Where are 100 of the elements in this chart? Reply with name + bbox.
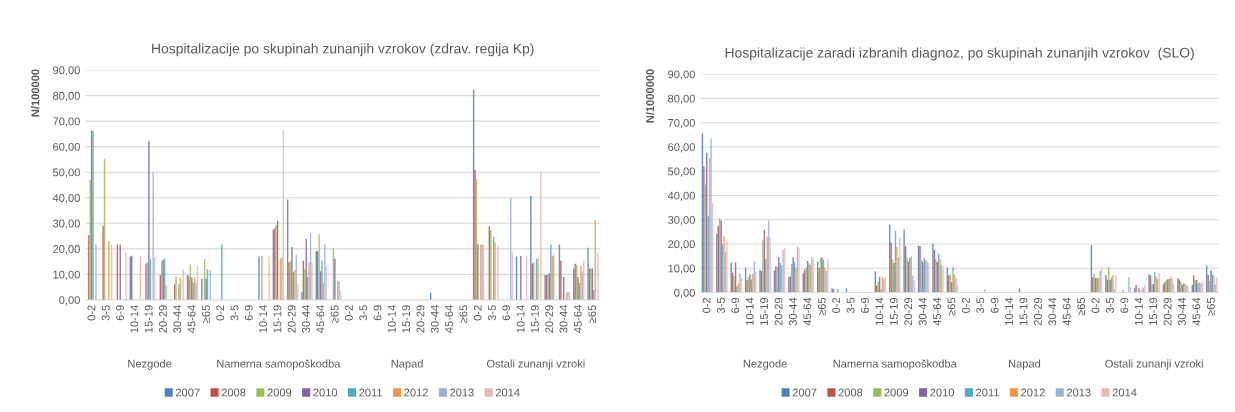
- text: Nezgode: [743, 359, 787, 370]
- x-tick-label: 0-2: [473, 305, 482, 321]
- x-tick-label: 20-29: [287, 305, 296, 333]
- x-tick-label: ≥65: [1206, 297, 1215, 316]
- text: Napad: [391, 359, 423, 370]
- x-tick-label: 30-44: [430, 305, 439, 333]
- legend-label: 2008: [838, 388, 863, 397]
- x-tick-label: 0-2: [832, 297, 841, 313]
- x-tick-label: 20-29: [416, 305, 425, 333]
- legend-label: 2014: [495, 388, 520, 397]
- x-tick-label: 15-19: [889, 297, 898, 325]
- x-tick-label: 45-64: [445, 305, 453, 333]
- x-tick-label: 15-19: [273, 305, 282, 333]
- y-tick-label: 30,00: [52, 219, 80, 229]
- x-tick-label: 30-44: [918, 297, 927, 326]
- x-tick-label: 3-5: [488, 305, 496, 321]
- text: Napad: [1008, 359, 1041, 370]
- x-tick-label: 20-29: [159, 305, 167, 333]
- y-tick-label: 90,00: [53, 66, 80, 76]
- legend-label: 2011: [359, 388, 383, 397]
- y-axis-title: N/100000: [31, 69, 40, 117]
- x-tick-label: 10-14: [1005, 297, 1014, 325]
- x-tick-label: 45-64: [187, 305, 196, 333]
- x-tick-label: 0-2: [961, 297, 970, 313]
- x-tick-label: 30-44: [1178, 297, 1186, 326]
- x-tick-label: 0-2: [87, 305, 96, 321]
- y-tick-label: 50,00: [53, 168, 80, 178]
- y-tick-label: 70,00: [53, 117, 80, 127]
- legend-label: 2013: [450, 388, 474, 397]
- x-tick-label: 45-64: [316, 305, 325, 333]
- y-tick-label: 50,00: [668, 167, 695, 177]
- x-tick-label: 6-9: [1120, 297, 1129, 313]
- x-tick-label: 3-5: [716, 297, 725, 314]
- x-tick-label: 10-14: [1134, 297, 1143, 325]
- x-tick-label: 10-14: [875, 297, 884, 325]
- x-tick-label: 0-2: [1091, 297, 1100, 313]
- x-tick-label: 30-44: [302, 305, 310, 333]
- x-tick-label: 10-14: [516, 305, 525, 333]
- x-tick-label: 3-5: [359, 305, 368, 321]
- legend-label: 2011: [976, 388, 999, 397]
- legend-label: 2007: [792, 388, 817, 397]
- x-tick-label: 6-9: [116, 305, 124, 321]
- x-tick-label: ≥65: [588, 305, 597, 323]
- x-tick-label: 6-9: [502, 305, 511, 321]
- y-tick-label: 70,00: [668, 118, 695, 129]
- text: Ostali zunanji vzroki: [1105, 359, 1203, 370]
- y-tick-label: 60,00: [53, 142, 80, 153]
- y-tick-label: 90,00: [668, 70, 695, 80]
- y-axis-title: N/1000000: [645, 69, 655, 123]
- x-tick-label: 6-9: [861, 297, 869, 313]
- x-tick-label: 3-5: [846, 297, 855, 314]
- x-tick-label: ≥65: [1077, 297, 1086, 316]
- x-tick-label: 10-14: [387, 305, 396, 333]
- y-tick-label: 80,00: [53, 91, 80, 102]
- x-tick-label: 0-2: [702, 297, 711, 313]
- legend-label: 2013: [1066, 388, 1091, 397]
- x-tick-label: 3-5: [976, 297, 985, 314]
- x-tick-label: ≥65: [947, 297, 956, 316]
- x-tick-label: 30-44: [173, 305, 182, 333]
- x-tick-label: 0-2: [216, 305, 225, 321]
- legend-label: 2010: [930, 388, 955, 397]
- x-tick-label: 20-29: [1033, 297, 1042, 326]
- x-tick-label: 20-29: [904, 297, 913, 326]
- y-tick-label: 0,00: [59, 296, 80, 306]
- x-tick-label: 10-14: [130, 305, 139, 333]
- x-tick-label: 3-5: [230, 305, 239, 321]
- x-tick-label: 15-19: [1149, 297, 1158, 325]
- y-tick-label: 20,00: [53, 245, 80, 255]
- x-tick-label: 30-44: [1048, 297, 1057, 326]
- chart-title: Hospitalizacije po skupinah zunanjih vzrokov (zdrav. regija Kp): [152, 43, 534, 57]
- y-tick-label: 0,00: [674, 288, 695, 298]
- x-tick-label: 45-64: [933, 297, 941, 326]
- x-tick-label: 45-64: [1062, 297, 1071, 326]
- y-tick-label: 30,00: [668, 216, 695, 226]
- x-tick-label: 45-64: [803, 297, 812, 326]
- x-tick-label: 15-19: [144, 305, 153, 333]
- legend-label: 2012: [404, 388, 428, 397]
- x-tick-label: 6-9: [373, 305, 382, 321]
- y-tick-label: 20,00: [668, 240, 695, 250]
- text: Namerna samopoškodba: [217, 359, 341, 370]
- x-tick-label: 15-19: [402, 305, 411, 333]
- x-tick-label: 10-14: [259, 305, 268, 333]
- y-tick-label: 80,00: [668, 94, 695, 104]
- x-tick-label: 20-29: [1163, 297, 1172, 326]
- x-tick-label: 45-64: [573, 305, 582, 333]
- x-tick-label: 45-64: [1192, 297, 1201, 326]
- x-tick-label: 0-2: [344, 305, 353, 321]
- legend-label: 2012: [1021, 388, 1045, 397]
- y-tick-label: 10,00: [53, 270, 80, 280]
- x-tick-label: 15-19: [760, 297, 769, 325]
- x-tick-label: 20-29: [774, 297, 783, 326]
- x-tick-label: 10-14: [745, 297, 754, 325]
- text: Nezgode: [128, 359, 172, 370]
- y-tick-label: 40,00: [667, 191, 695, 201]
- x-tick-label: ≥65: [817, 297, 826, 316]
- legend-label: 2010: [313, 388, 338, 397]
- x-tick-label: ≥65: [330, 305, 339, 323]
- legend-label: 2008: [221, 388, 246, 397]
- y-tick-label: 10,00: [668, 264, 695, 274]
- x-tick-label: 3-5: [101, 305, 110, 321]
